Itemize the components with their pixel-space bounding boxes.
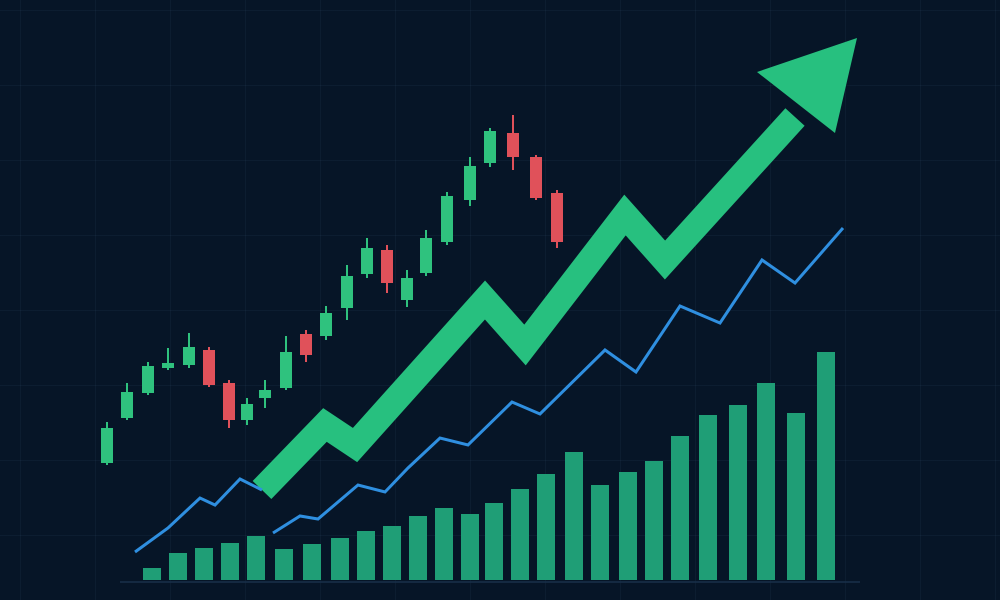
candle-body [300,334,312,355]
candle-body [484,131,496,163]
bar [787,413,805,580]
candle-body [121,392,133,418]
bar [303,544,321,580]
bar [671,436,689,580]
bar [565,452,583,580]
candle-body [142,366,154,393]
bar [383,526,401,580]
bar [511,489,529,580]
arrow-shaft [252,108,805,500]
candle-body [162,363,174,368]
candle-body [223,383,235,420]
trend-arrow [252,38,857,500]
bar [817,352,835,580]
bars-layer [143,352,835,580]
bar [331,538,349,580]
candle-body [507,133,519,157]
bar [699,415,717,580]
candle-body [241,404,253,420]
price-line [134,227,845,554]
bar [619,472,637,580]
bar [461,514,479,580]
candle-body [341,276,353,308]
candle-body [551,193,563,242]
candle-body [401,278,413,300]
bar [645,461,663,580]
candles-layer [101,115,563,465]
bar [591,485,609,580]
candle-body [420,238,432,273]
bar [729,405,747,580]
candle-body [183,347,195,365]
candle-body [361,248,373,274]
candle-body [280,352,292,388]
line-layer [134,227,845,554]
bar [275,549,293,580]
bar [221,543,239,580]
candle-body [259,390,271,398]
bar [537,474,555,580]
bar [169,553,187,580]
candle-body [203,350,215,385]
candle-body [464,166,476,200]
bar [409,516,427,580]
bar [485,503,503,580]
candle-body [381,250,393,283]
candle-body [101,428,113,463]
bar [195,548,213,580]
candle-body [320,313,332,336]
bar [435,508,453,580]
bar [757,383,775,580]
candle-body [530,157,542,198]
bar [357,531,375,580]
candle-body [441,196,453,242]
arrow-head [757,38,857,133]
bar [143,568,161,580]
bar [247,536,265,580]
